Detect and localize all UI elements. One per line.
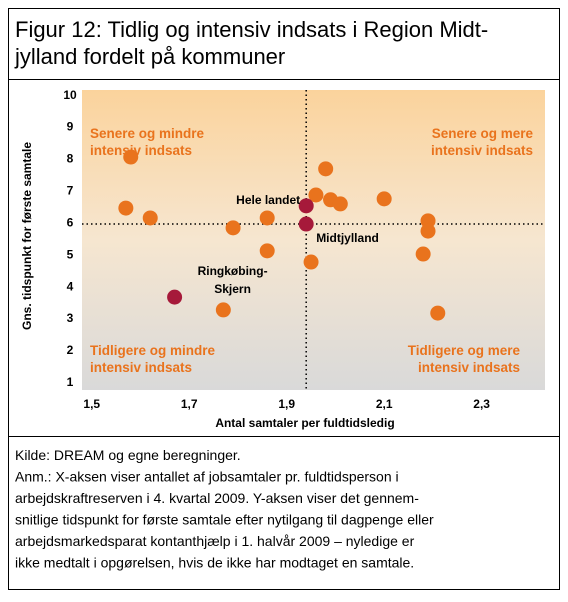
point [118,200,134,216]
highlight-label: Midtjylland [316,231,379,245]
footer-line: arbejdsmarkedsparat kontanthjælp i 1. ha… [15,533,415,549]
point [332,196,348,212]
footer-line: ikke medtalt i opgørelsen, hvis de ikke … [15,555,414,571]
point [376,191,392,207]
title-line: Figur 12: Tidlig og intensiv indsats i R… [15,17,488,42]
highlight-label: Hele landet [236,193,300,207]
highlight-point [167,289,183,305]
y-tick-label: 6 [67,215,74,229]
y-tick-label: 4 [67,279,74,293]
title-line: jylland fordelt på kommuner [14,44,285,69]
quadrant-label: intensiv indsats [90,143,192,158]
footer-line: Kilde: DREAM og egne beregninger. [15,447,241,463]
y-tick-label: 3 [67,311,74,325]
point [142,210,158,226]
x-tick-label: 2,1 [376,397,393,411]
highlight-label: Skjern [214,282,251,296]
highlight-label: Ringkøbing- [198,264,268,278]
quadrant-label: intensiv indsats [90,360,192,375]
point [225,220,241,236]
quadrant-label: intensiv indsats [418,360,520,375]
y-tick-label: 1 [67,375,74,389]
point [215,302,231,318]
point [415,246,431,262]
quadrant-label: Senere og mindre [90,126,205,141]
highlight-point [298,216,314,232]
point [259,210,275,226]
plot-area [82,90,545,390]
footer-line: arbejdskraftreserven i 4. kvartal 2009. … [15,490,419,506]
point [318,161,334,177]
y-tick-label: 2 [67,343,74,357]
y-axis-label: Gns. tidspunkt for første samtale [20,142,34,330]
x-tick-label: 2,3 [473,397,490,411]
y-tick-label: 8 [67,152,74,166]
x-tick-label: 1,5 [83,397,100,411]
quadrant-label: intensiv indsats [431,143,533,158]
x-axis-label: Antal samtaler per fuldtidsledig [215,416,394,430]
point [308,187,324,203]
y-tick-label: 9 [67,120,74,134]
point [123,149,139,165]
point [303,254,319,270]
footer-line: Anm.: X-aksen viser antallet af jobsamta… [15,469,399,485]
quadrant-label: Senere og mere [432,126,534,141]
point [420,223,436,239]
point [430,305,446,321]
highlight-point [298,198,314,214]
quadrant-label: Tidligere og mere [408,343,521,358]
x-tick-label: 1,9 [278,397,295,411]
point [259,243,275,259]
x-tick-label: 1,7 [181,397,198,411]
y-tick-label: 5 [67,247,74,261]
y-tick-label: 7 [67,184,74,198]
quadrant-label: Tidligere og mindre [90,343,216,358]
y-tick-label: 10 [63,88,77,102]
footer-line: snitlige tidspunkt for første samtale ef… [15,512,434,528]
